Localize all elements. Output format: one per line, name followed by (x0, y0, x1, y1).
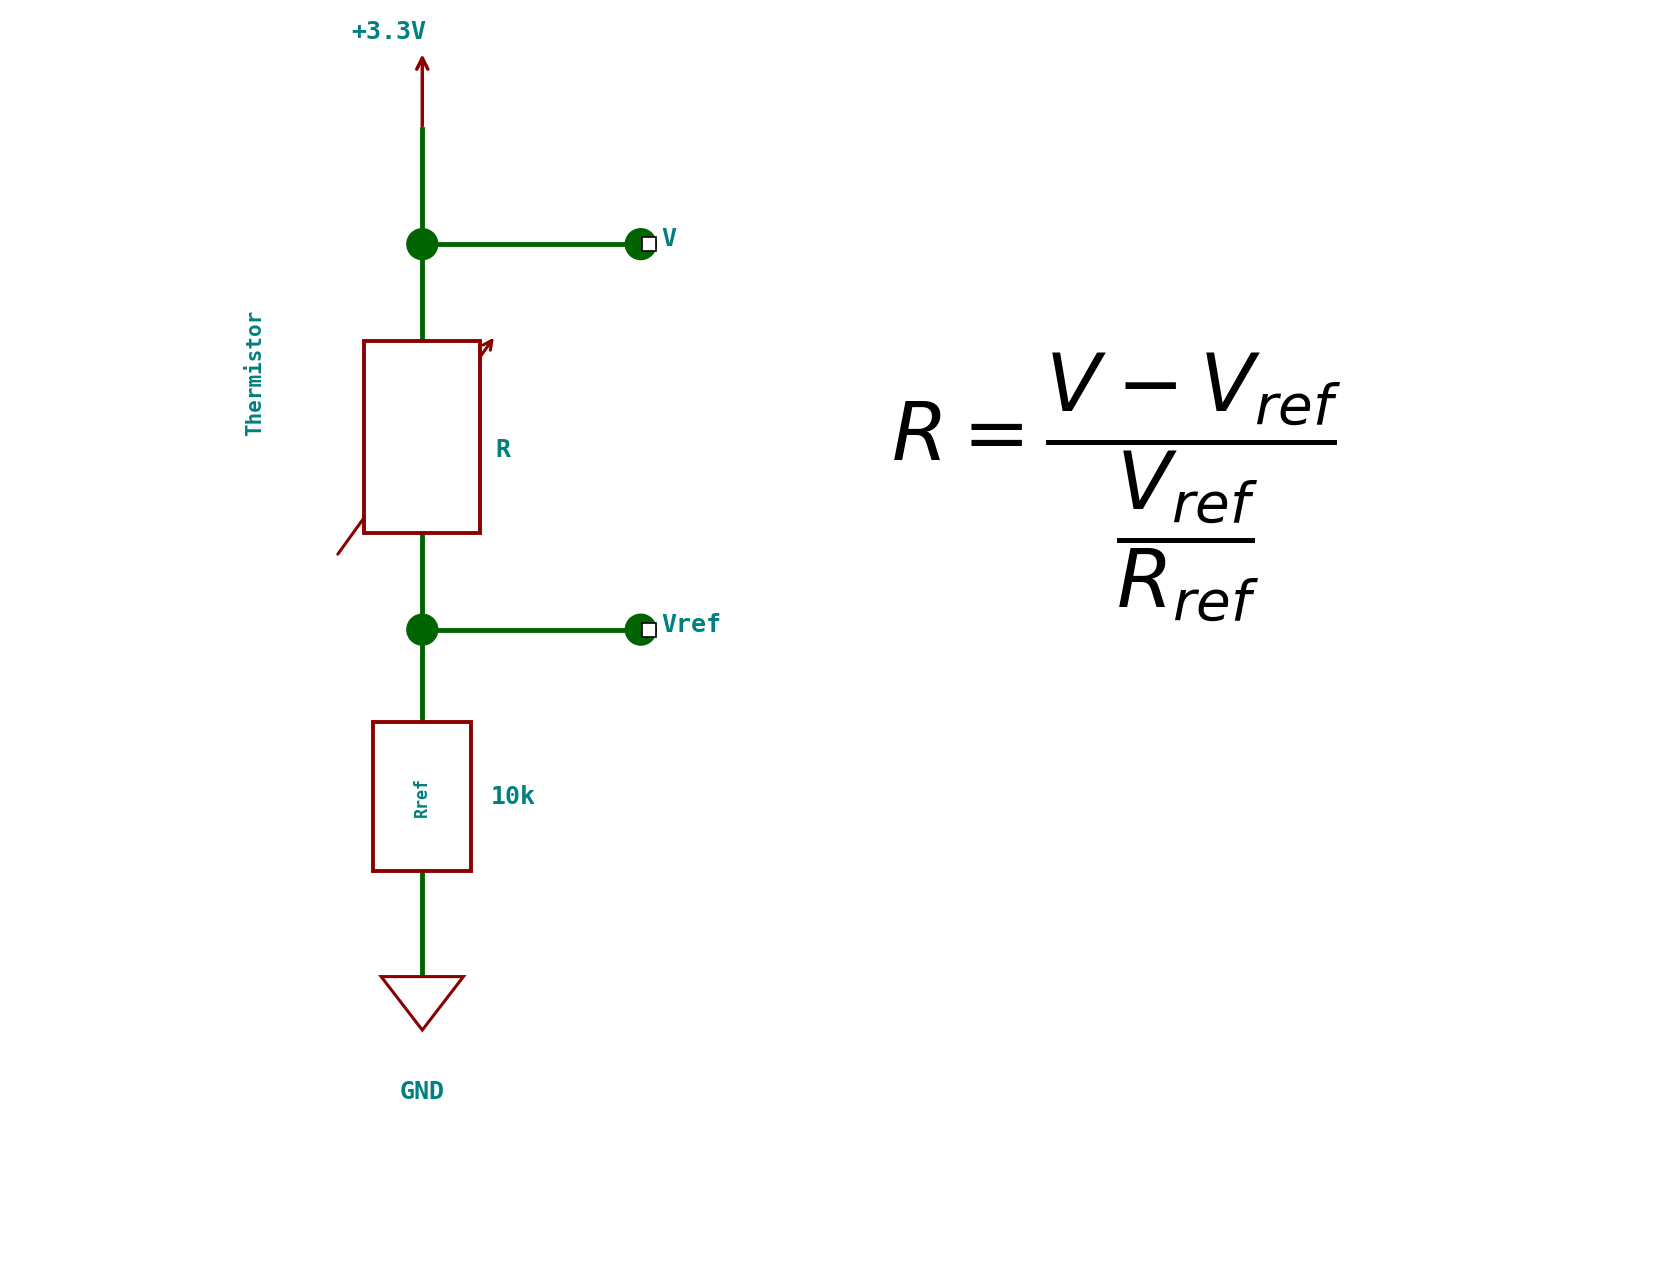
Bar (373, 722, 472, 871)
Text: 10k: 10k (490, 785, 535, 808)
Circle shape (625, 614, 657, 645)
Text: GND: GND (400, 1081, 445, 1104)
Bar (365, 341, 480, 533)
Circle shape (407, 229, 438, 260)
Text: Rref: Rref (413, 776, 432, 817)
Bar (642, 622, 657, 636)
Text: Thermistor: Thermistor (245, 310, 265, 436)
Text: Vref: Vref (662, 613, 722, 636)
Circle shape (625, 229, 657, 260)
Text: +3.3V: +3.3V (352, 19, 427, 44)
Text: $\mathit{R} = \dfrac{V - V_{ref}}{\dfrac{V_{ref}}{R_{ref}}}$: $\mathit{R} = \dfrac{V - V_{ref}}{\dfrac… (890, 351, 1342, 626)
Text: V: V (662, 227, 677, 251)
Polygon shape (382, 977, 463, 1031)
Bar (642, 236, 657, 251)
Text: R: R (495, 438, 510, 461)
Circle shape (407, 614, 438, 645)
